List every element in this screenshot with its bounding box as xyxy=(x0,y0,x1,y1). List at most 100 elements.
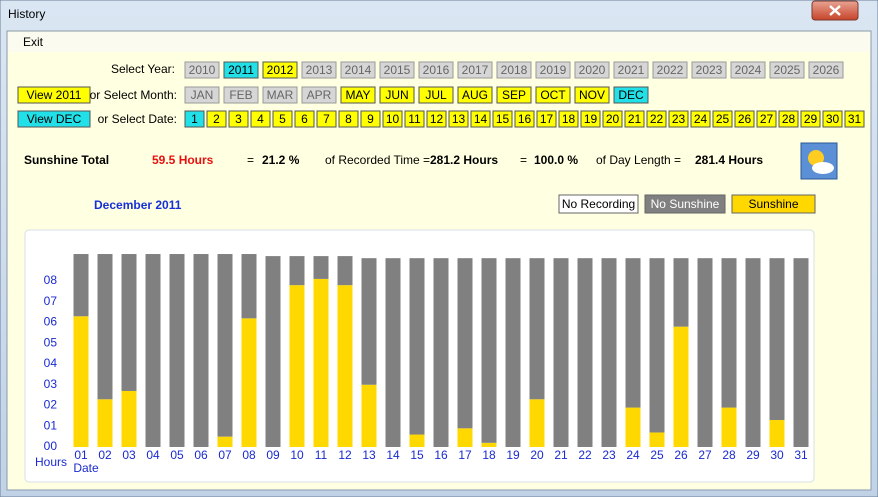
bar-segment xyxy=(361,384,377,447)
date-button[interactable] xyxy=(404,110,425,128)
year-button-label: 2026 xyxy=(813,63,840,77)
month-button[interactable] xyxy=(262,86,298,104)
date-button[interactable] xyxy=(822,110,843,128)
date-button[interactable] xyxy=(668,110,689,128)
date-button[interactable] xyxy=(492,110,513,128)
bar-segment xyxy=(697,258,713,447)
date-button-label: 9 xyxy=(367,112,374,126)
date-button[interactable] xyxy=(228,110,249,128)
date-button[interactable] xyxy=(690,110,711,128)
year-button[interactable] xyxy=(613,61,649,79)
year-button[interactable] xyxy=(652,61,688,79)
date-button[interactable] xyxy=(602,110,623,128)
date-button[interactable] xyxy=(734,110,755,128)
bar-segment xyxy=(217,436,233,447)
month-button[interactable] xyxy=(418,86,454,104)
bar-segment xyxy=(457,258,473,429)
sun-icon[interactable] xyxy=(800,142,838,180)
date-button[interactable] xyxy=(426,110,447,128)
date-button[interactable] xyxy=(624,110,645,128)
date-button-label: 10 xyxy=(386,112,400,126)
day-label: of Day Length = xyxy=(596,153,681,167)
date-button-label: 21 xyxy=(628,112,642,126)
x-tick-label: 15 xyxy=(410,448,424,462)
date-button[interactable] xyxy=(272,110,293,128)
date-button[interactable] xyxy=(514,110,535,128)
date-button[interactable] xyxy=(580,110,601,128)
date-button[interactable] xyxy=(844,110,865,128)
date-button[interactable] xyxy=(316,110,337,128)
view-month-button-label: View DEC xyxy=(27,112,82,126)
year-button[interactable] xyxy=(769,61,805,79)
year-button[interactable] xyxy=(496,61,532,79)
x-tick-label: 29 xyxy=(746,448,760,462)
view-month-button[interactable] xyxy=(17,110,91,128)
month-button[interactable] xyxy=(184,86,220,104)
date-button-label: 8 xyxy=(345,112,352,126)
date-button-label: 22 xyxy=(650,112,664,126)
bar-segment xyxy=(457,428,473,447)
date-button[interactable] xyxy=(294,110,315,128)
year-button[interactable] xyxy=(262,61,298,79)
year-button[interactable] xyxy=(730,61,766,79)
year-button[interactable] xyxy=(379,61,415,79)
date-button[interactable] xyxy=(184,110,205,128)
x-tick-label: 02 xyxy=(98,448,112,462)
date-button-label: 2 xyxy=(213,112,220,126)
sunshine-total: 59.5 Hours xyxy=(152,153,214,167)
date-button[interactable] xyxy=(382,110,403,128)
x-tick-label: 23 xyxy=(602,448,616,462)
year-button[interactable] xyxy=(457,61,493,79)
recorded-hours: 281.2 Hours xyxy=(430,153,498,167)
menu-item[interactable]: Exit xyxy=(23,35,44,49)
bar-segment xyxy=(649,258,665,433)
month-button-label: MAY xyxy=(345,88,370,102)
year-button[interactable] xyxy=(223,61,259,79)
year-button[interactable] xyxy=(418,61,454,79)
x-tick-label: 14 xyxy=(386,448,400,462)
y-tick-label: 08 xyxy=(44,273,58,287)
bar-segment xyxy=(601,258,617,447)
date-button[interactable] xyxy=(536,110,557,128)
equals: = xyxy=(520,153,527,167)
year-button-label: 2012 xyxy=(267,63,294,77)
date-button-label: 28 xyxy=(782,112,796,126)
month-button[interactable] xyxy=(223,86,259,104)
date-button[interactable] xyxy=(712,110,733,128)
year-button[interactable] xyxy=(184,61,220,79)
year-button[interactable] xyxy=(808,61,844,79)
year-button[interactable] xyxy=(340,61,376,79)
date-button[interactable] xyxy=(778,110,799,128)
month-button[interactable] xyxy=(535,86,571,104)
view-year-button[interactable] xyxy=(17,86,91,104)
bar-segment xyxy=(529,399,545,447)
year-label: Select Year: xyxy=(111,62,175,76)
month-button[interactable] xyxy=(379,86,415,104)
bar-segment xyxy=(793,258,809,447)
date-button[interactable] xyxy=(250,110,271,128)
month-button[interactable] xyxy=(613,86,649,104)
date-button[interactable] xyxy=(206,110,227,128)
date-button[interactable] xyxy=(646,110,667,128)
recorded-label: of Recorded Time = xyxy=(325,153,430,167)
date-button[interactable] xyxy=(558,110,579,128)
view-year-button-label: View 2011 xyxy=(27,88,82,102)
date-button[interactable] xyxy=(756,110,777,128)
year-button[interactable] xyxy=(535,61,571,79)
date-button-label: 11 xyxy=(408,112,421,126)
date-button[interactable] xyxy=(470,110,491,128)
year-button[interactable] xyxy=(574,61,610,79)
month-button[interactable] xyxy=(340,86,376,104)
year-button-label: 2010 xyxy=(189,63,216,77)
month-button[interactable] xyxy=(574,86,610,104)
date-button[interactable] xyxy=(800,110,821,128)
date-button[interactable] xyxy=(448,110,469,128)
bar-segment xyxy=(721,258,737,408)
date-button[interactable] xyxy=(338,110,359,128)
month-button[interactable] xyxy=(301,86,337,104)
month-button[interactable] xyxy=(496,86,532,104)
year-button[interactable] xyxy=(301,61,337,79)
year-button[interactable] xyxy=(691,61,727,79)
month-button[interactable] xyxy=(457,86,493,104)
date-button[interactable] xyxy=(360,110,381,128)
